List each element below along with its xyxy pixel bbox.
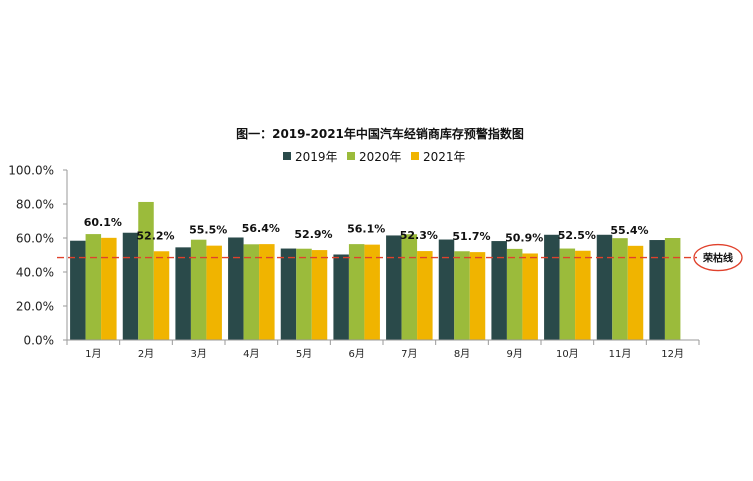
legend-swatch — [347, 152, 355, 160]
bar — [627, 245, 644, 340]
data-label: 56.1% — [347, 223, 385, 236]
x-tick-label: 11月 — [609, 348, 632, 360]
bar — [401, 234, 418, 340]
x-tick-label: 5月 — [296, 348, 312, 360]
legend-label: 2019年 — [295, 150, 338, 164]
data-label: 55.5% — [189, 224, 227, 237]
chart-title: 图一：2019-2021年中国汽车经销商库存预警指数图 — [236, 126, 524, 141]
bar — [506, 248, 523, 340]
y-tick-label: 60.0% — [16, 232, 54, 246]
x-tick-label: 4月 — [243, 348, 259, 360]
data-label: 55.4% — [610, 224, 648, 237]
data-label: 52.9% — [294, 228, 332, 241]
bar — [311, 250, 328, 340]
bar — [101, 237, 117, 340]
bar — [469, 252, 486, 340]
bar — [575, 250, 591, 340]
x-tick-label: 12月 — [661, 348, 684, 360]
bar — [296, 248, 312, 340]
x-tick-label: 10月 — [556, 348, 579, 360]
bar — [364, 244, 380, 340]
x-tick-label: 6月 — [348, 348, 364, 360]
reference-line-label: 荣枯线 — [702, 252, 733, 265]
bar — [138, 201, 154, 340]
bar — [70, 240, 86, 340]
data-label: 52.5% — [558, 229, 596, 242]
y-axis: 0.0% 20.0% 40.0% 60.0% 80.0% 100.0% — [8, 164, 68, 348]
bar — [544, 234, 560, 340]
y-tick-label: 40.0% — [16, 266, 54, 280]
x-tick-label: 7月 — [401, 348, 417, 360]
data-labels-group: 60.1% 52.2% 55.5% 56.4% 52.9% 56.1% 52.3% 51.7%… — [84, 216, 649, 245]
bar — [85, 234, 102, 340]
bar — [596, 234, 613, 340]
data-label: 56.4% — [242, 222, 280, 235]
bar — [454, 251, 470, 340]
bar — [559, 248, 576, 340]
bar — [153, 251, 170, 340]
bar — [190, 239, 207, 340]
bar — [333, 254, 349, 340]
x-tick-label: 8月 — [454, 348, 470, 360]
x-axis: 1月 2月 3月 4月 5月 6月 7月 8月 9月 10月 11月 12月 — [66, 339, 700, 360]
x-tick-label: 3月 — [190, 348, 206, 360]
legend-label: 2020年 — [359, 150, 402, 164]
data-label: 50.9% — [505, 231, 543, 244]
legend-swatch — [411, 152, 419, 160]
legend-label: 2021年 — [423, 150, 466, 164]
bar — [228, 237, 244, 340]
legend: 2019年 2020年 2021年 — [283, 150, 466, 164]
bar — [386, 235, 402, 340]
bar — [612, 238, 628, 340]
bar — [491, 241, 507, 340]
bar — [438, 239, 455, 340]
bar — [417, 251, 433, 340]
reference-line-marker — [693, 243, 743, 272]
x-tick-label: 1月 — [85, 348, 101, 360]
y-tick-label: 0.0% — [24, 334, 55, 348]
x-tick-label: 9月 — [506, 348, 522, 360]
bar — [122, 232, 139, 340]
bars-group — [70, 201, 681, 340]
x-tick-label: 2月 — [138, 348, 154, 360]
data-label: 52.2% — [136, 229, 174, 242]
reference-line-group: 荣枯线 — [57, 243, 743, 272]
bar — [206, 245, 222, 340]
bar — [243, 244, 260, 340]
bar — [175, 247, 191, 340]
bar — [522, 253, 538, 340]
data-label: 51.7% — [452, 230, 490, 243]
legend-swatch — [283, 152, 291, 160]
data-label: 52.3% — [400, 229, 438, 242]
bar — [649, 240, 665, 340]
bar — [348, 244, 365, 340]
bar — [664, 238, 681, 340]
y-tick-label: 100.0% — [8, 164, 54, 178]
y-tick-label: 20.0% — [16, 300, 54, 314]
data-label: 60.1% — [84, 216, 122, 229]
bar — [280, 248, 297, 340]
y-tick-label: 80.0% — [16, 198, 54, 212]
bar — [259, 244, 275, 340]
